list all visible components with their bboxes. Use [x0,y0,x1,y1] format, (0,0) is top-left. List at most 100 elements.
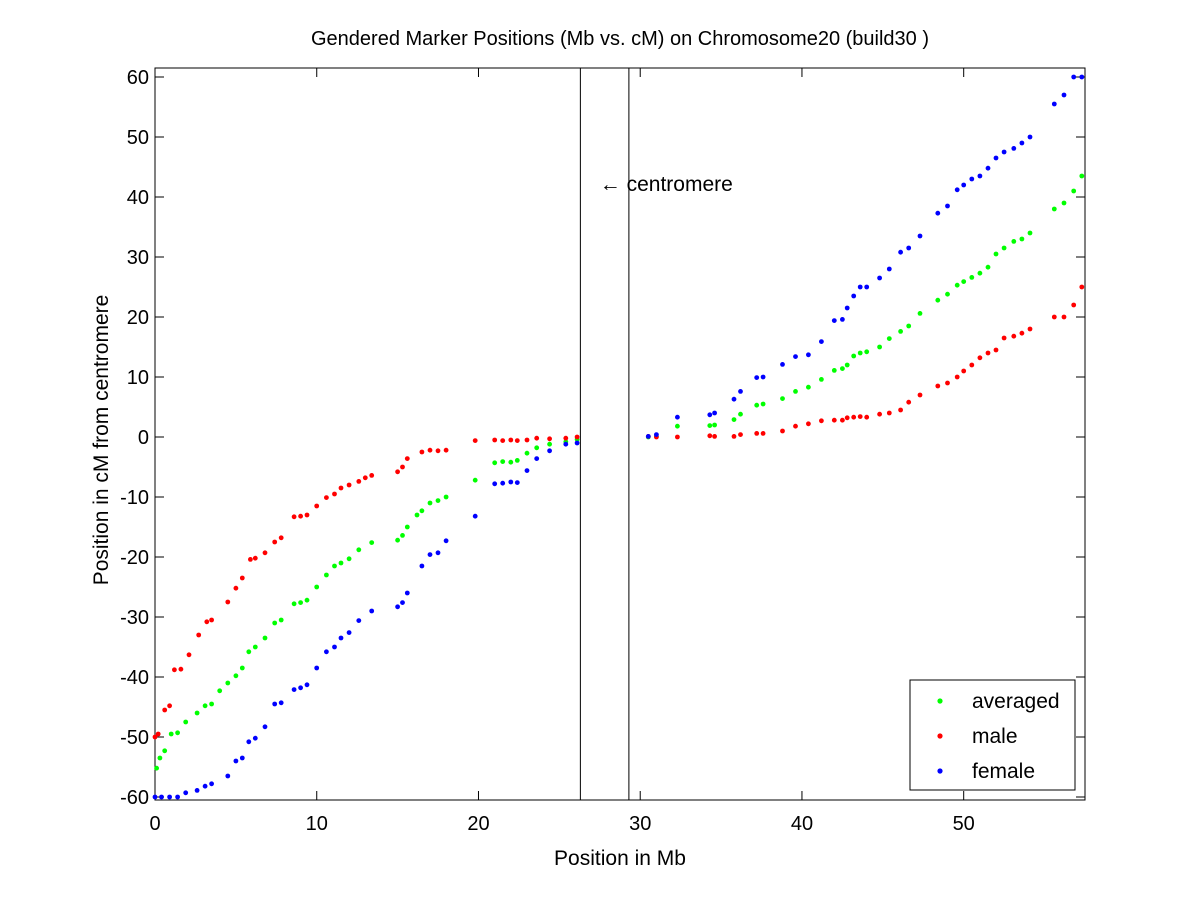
data-point [419,563,425,569]
data-point [806,421,811,427]
data-point [977,355,983,361]
data-point [563,441,569,447]
data-point [738,411,743,417]
y-tick-label: 10 [127,367,149,389]
data-point [1061,92,1067,98]
data-point [356,547,362,553]
data-point [304,682,310,688]
data-point [338,560,344,566]
data-point [844,362,850,368]
data-point [369,608,375,614]
plot-frame [154,67,1086,801]
data-point [209,781,215,787]
data-point [917,311,923,316]
data-point [272,701,278,707]
data-point [961,368,967,374]
data-point [547,448,552,454]
data-point [969,275,975,280]
data-point [332,491,337,497]
y-axis-title: Position in cM from centromere [90,295,113,586]
data-point [225,599,231,605]
data-point [272,539,278,545]
data-point [851,293,857,299]
data-point [338,485,344,491]
y-tick-label: 30 [127,247,149,269]
data-point [840,417,845,423]
x-tick-label: 50 [953,813,975,835]
data-point [877,344,882,350]
data-point [985,165,991,171]
data-point [819,339,824,344]
legend-label-male: male [972,725,1018,748]
data-point [356,618,362,623]
data-point [760,401,766,407]
data-point [864,284,870,290]
data-point [712,422,717,428]
data-point [1027,134,1033,140]
data-point [155,731,161,737]
data-point [248,557,253,562]
data-point [314,503,320,509]
data-point [194,788,200,793]
data-point [806,352,811,358]
data-point [954,187,960,193]
data-point [857,350,863,356]
data-point [204,619,210,625]
data-point [738,389,743,394]
data-point [167,703,173,709]
data-point [961,182,967,188]
data-point [524,437,530,443]
data-point [754,402,760,408]
y-tick-label: -40 [120,667,149,689]
data-point [1071,188,1077,194]
data-point [977,173,983,179]
data-point [298,600,303,605]
data-point [760,431,766,436]
data-point [400,464,405,470]
data-point [472,513,478,519]
data-point [898,407,903,413]
data-point [1051,206,1057,212]
y-tick-label: 50 [127,127,149,149]
data-point [508,479,514,485]
data-point [961,279,967,284]
data-point [443,494,449,500]
x-tick-label: 30 [629,813,651,835]
data-point [492,460,498,466]
axes-frame-group: 0 10 20 30 40 50 -60 -50 -40 -30 -20 -10 0 10 20 30 40 50… [120,67,1086,835]
data-point [993,251,999,257]
data-point [712,434,717,439]
data-point [547,441,552,447]
data-point [806,384,811,390]
x-tick-label: 0 [149,813,160,835]
data-point [547,436,552,442]
y-tick-label: -60 [120,787,149,809]
data-point [935,383,941,389]
data-point [524,468,530,473]
data-point [427,552,433,557]
data-point [1051,101,1057,107]
data-point [209,701,215,707]
data-point [969,362,975,368]
data-point [239,665,245,671]
data-point [209,617,215,623]
data-point [707,412,713,418]
data-point [945,291,950,297]
data-point [1071,302,1077,308]
data-point [178,666,184,672]
data-point [1027,326,1033,332]
data-point [338,635,344,641]
data-point [196,632,202,638]
data-point [1011,333,1017,339]
data-point [419,508,425,514]
data-point [1001,149,1007,155]
data-point [252,735,258,741]
data-point [514,458,520,463]
data-point [400,600,405,605]
data-point [1079,284,1085,290]
data-point [738,432,743,437]
data-point [332,644,337,650]
data-point [1001,245,1007,251]
data-point [404,524,410,530]
